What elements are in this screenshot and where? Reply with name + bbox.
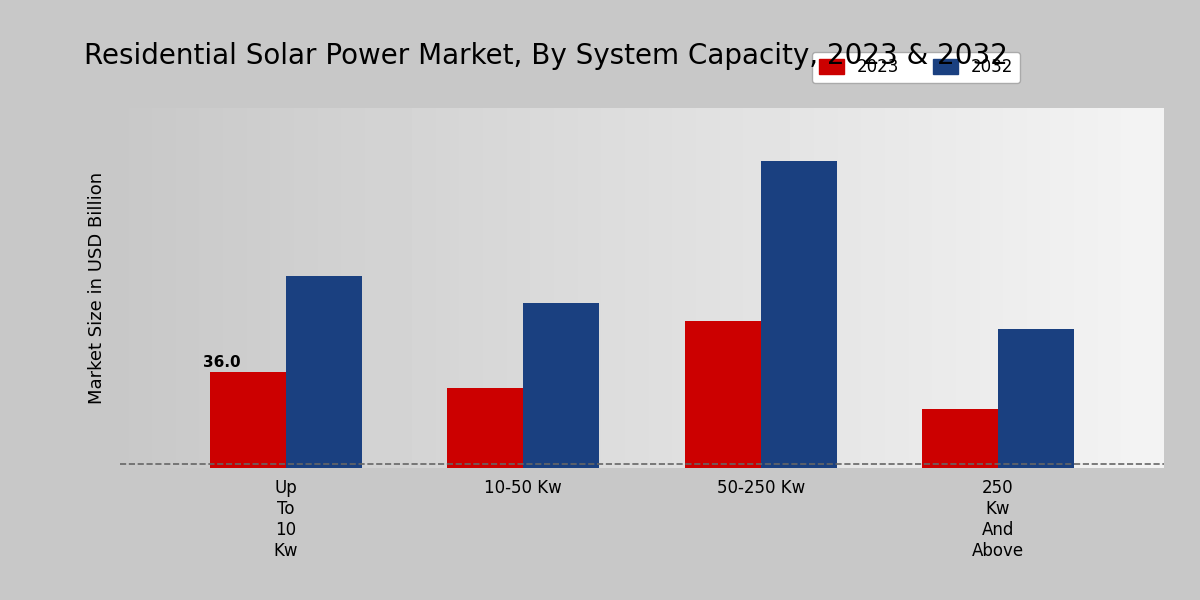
Bar (761, 161, 836, 468)
Text: Residential Solar Power Market, By System Capacity, 2023 & 2032: Residential Solar Power Market, By Syste… (84, 42, 1008, 70)
Bar (448, 388, 523, 468)
Text: 36.0: 36.0 (203, 355, 241, 370)
Bar (998, 329, 1074, 468)
Bar (523, 302, 599, 468)
Legend: 2023, 2032: 2023, 2032 (812, 52, 1020, 83)
Bar (210, 372, 286, 468)
Y-axis label: Market Size in USD Billion: Market Size in USD Billion (88, 172, 106, 404)
Bar (685, 322, 761, 468)
Bar (286, 276, 362, 468)
Bar (922, 409, 998, 468)
